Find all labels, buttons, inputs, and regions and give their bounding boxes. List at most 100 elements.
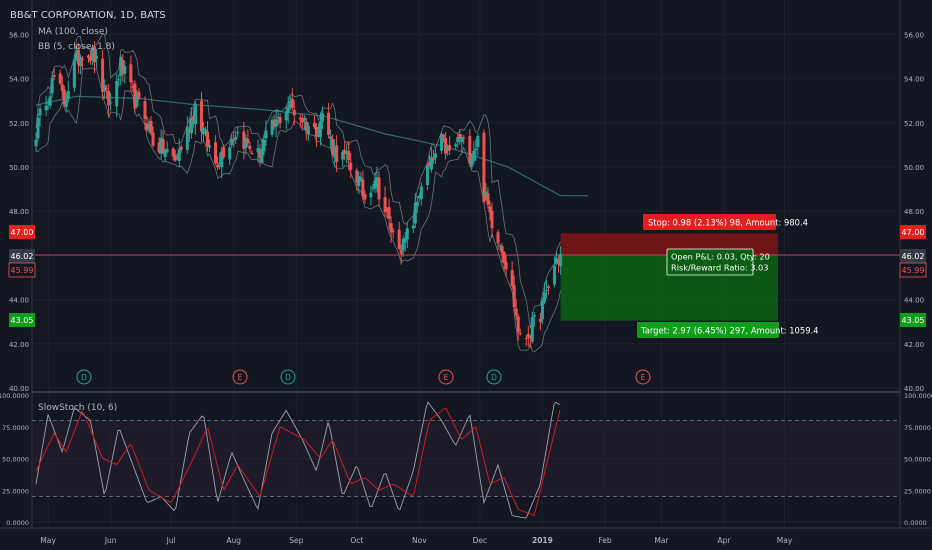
- candle-body: [220, 151, 224, 168]
- candle-body: [290, 98, 294, 109]
- badge-target-left: 43.05: [11, 316, 34, 325]
- candle-body: [107, 91, 111, 106]
- candle-body: [369, 192, 373, 198]
- candle-body: [201, 128, 205, 135]
- candle-body: [89, 56, 93, 61]
- candle-body: [555, 258, 559, 265]
- candlesticks: [34, 41, 563, 348]
- candle-body: [557, 260, 561, 263]
- candle-body: [530, 317, 534, 342]
- candle-body: [208, 145, 212, 148]
- month-label: Mar: [654, 536, 669, 545]
- candle-body: [298, 117, 302, 120]
- price-tick-right: 40.00: [904, 385, 924, 393]
- candle-body: [306, 126, 310, 135]
- candle-body: [415, 201, 419, 207]
- candle-body: [256, 148, 260, 153]
- candle-body: [460, 136, 464, 143]
- price-badges-left: 47.00 46.02 45.99 43.05: [8, 225, 36, 327]
- candle-body: [101, 58, 105, 92]
- candle-body: [474, 148, 478, 151]
- candle-body: [440, 134, 444, 151]
- candle-body: [204, 129, 208, 132]
- candle-body: [171, 148, 175, 157]
- candle-body: [175, 158, 179, 160]
- candle-body: [274, 119, 278, 127]
- pnl-label: Open P&L: 0.03, Qty: 20: [671, 252, 770, 262]
- candle-body: [448, 145, 452, 151]
- candle-body: [553, 266, 557, 285]
- candle-body: [189, 117, 193, 134]
- candle-body: [419, 186, 423, 200]
- candle-body: [222, 147, 226, 158]
- candle-body: [496, 232, 500, 244]
- candle-body: [193, 103, 197, 125]
- candle-body: [516, 316, 520, 333]
- stoch-tick-left: 25.0000: [2, 487, 29, 495]
- price-tick-right: 52.00: [904, 120, 924, 128]
- candle-body: [60, 84, 64, 91]
- month-label: Dec: [473, 536, 488, 545]
- candle-body: [304, 121, 308, 131]
- candle-body: [458, 133, 462, 140]
- candle-body: [50, 77, 54, 94]
- candle-body: [319, 121, 323, 138]
- candle-body: [95, 55, 99, 59]
- candle-body: [434, 153, 437, 158]
- candle-body: [185, 127, 189, 150]
- candle-body: [48, 96, 52, 106]
- candle-body: [286, 106, 290, 113]
- ma-line: [35, 95, 588, 197]
- candle-body: [373, 180, 377, 189]
- month-label: May: [40, 536, 56, 545]
- event-marker-label: E: [444, 373, 449, 382]
- month-label: Oct: [350, 536, 363, 545]
- month-label: Nov: [412, 536, 427, 545]
- candle-body: [425, 165, 429, 185]
- candle-body: [34, 139, 38, 147]
- candle-body: [538, 318, 542, 323]
- candle-body: [333, 147, 337, 158]
- candle-body: [391, 230, 395, 232]
- stoch-k-line: [35, 401, 561, 519]
- candle-body: [470, 157, 474, 167]
- candle-body: [105, 88, 109, 90]
- candle-body: [72, 59, 76, 88]
- month-label: May: [777, 536, 793, 545]
- candle-body: [355, 170, 359, 183]
- candle-body: [246, 138, 250, 144]
- candle-body: [347, 151, 351, 161]
- price-tick-right: 56.00: [904, 31, 924, 39]
- candle-body: [129, 64, 133, 83]
- event-marker-label: D: [81, 373, 87, 382]
- badge-last-left: 45.99: [11, 266, 34, 275]
- candle-body: [260, 149, 264, 163]
- stoch-tick-left: 0.0000: [6, 519, 29, 527]
- candle-body: [236, 132, 240, 134]
- month-label: Jul: [166, 536, 176, 545]
- stop-label: Stop: 0.98 (2.13%) 98, Amount: 980.4: [648, 218, 808, 228]
- event-marker-label: D: [285, 373, 291, 382]
- candle-body: [377, 177, 381, 200]
- candle-body: [157, 142, 161, 153]
- month-label: Apr: [718, 536, 732, 545]
- candle-body: [58, 73, 62, 84]
- candle-body: [321, 113, 325, 122]
- candle-body: [115, 81, 119, 107]
- stoch-tick-right: 0.0000: [904, 519, 927, 527]
- price-tick-left: 54.00: [9, 76, 29, 84]
- candle-body: [147, 124, 151, 131]
- candle-body: [44, 105, 48, 111]
- candle-body: [159, 137, 163, 154]
- candle-body: [199, 100, 203, 132]
- candle-body: [385, 208, 389, 212]
- stoch-tick-left: 75.0000: [2, 424, 29, 432]
- candle-body: [559, 254, 563, 267]
- target-label: Target: 2.97 (6.45%) 297, Amount: 1059.4: [640, 326, 819, 336]
- event-marker-label: E: [238, 373, 243, 382]
- candle-body: [52, 75, 56, 77]
- candle-body: [544, 290, 548, 292]
- candle-body: [143, 101, 147, 120]
- badge-last-right: 45.99: [902, 266, 925, 275]
- candle-body: [93, 46, 97, 63]
